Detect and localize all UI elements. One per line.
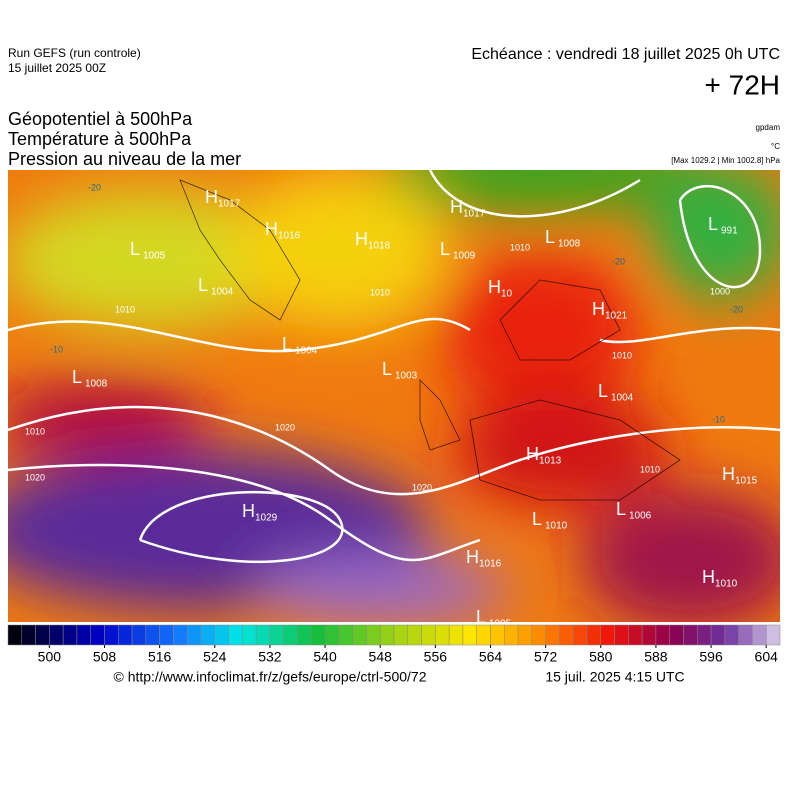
pressure-letter: L — [440, 239, 450, 259]
colorbar-tick-label: 548 — [369, 649, 393, 665]
isobar-label: 1020 — [275, 422, 295, 432]
title: Géopotentiel à 500hPa — [8, 109, 193, 129]
pressure-value: 1029 — [255, 513, 278, 524]
colorbar-tick-label: 540 — [313, 649, 337, 665]
temperature-label: -20 — [88, 182, 101, 192]
map — [8, 170, 780, 622]
lead-time: + 72H — [705, 69, 781, 100]
pressure-letter: H — [526, 444, 539, 464]
colorbar-tick-label: 572 — [534, 649, 558, 665]
pressure-value: 1003 — [395, 371, 418, 382]
unit: [Max 1029.2 | Min 1002.8] hPa — [671, 156, 780, 165]
isobar-label: 1010 — [115, 304, 135, 314]
source: © http://www.infoclimat.fr/z/gefs/europe… — [113, 669, 426, 685]
isobar-label: 1020 — [25, 472, 45, 482]
pressure-letter: H — [488, 277, 501, 297]
pressure-letter: L — [72, 367, 82, 387]
colorbar-tick-label: 532 — [258, 649, 282, 665]
pressure-letter: H — [592, 299, 605, 319]
pressure-value: 1018 — [368, 241, 391, 252]
pressure-value: 1016 — [479, 559, 502, 570]
generated: 15 juil. 2025 4:15 UTC — [545, 669, 684, 685]
colorbar-tick-label: 564 — [479, 649, 503, 665]
pressure-letter: H — [205, 187, 218, 207]
pressure-value: 1005 — [143, 251, 166, 262]
colorbar-tick-label: 596 — [699, 649, 723, 665]
pressure-value: 1008 — [85, 379, 108, 390]
isobar-label: 1020 — [412, 482, 432, 492]
pressure-letter: H — [450, 197, 463, 217]
unit: gpdam — [756, 123, 781, 132]
pressure-value: 1008 — [558, 239, 581, 250]
pressure-value: 1021 — [605, 311, 628, 322]
temperature-label: -20 — [612, 256, 625, 266]
isobar-label: 1010 — [640, 464, 660, 474]
isobar-label: 1010 — [510, 242, 530, 252]
title: Température à 500hPa — [8, 129, 192, 149]
pressure-letter: L — [598, 381, 608, 401]
isobar-label: 1000 — [710, 286, 730, 296]
pressure-letter: H — [466, 547, 479, 567]
pressure-value: 1005 — [489, 619, 512, 630]
isobar-label: 1010 — [612, 350, 632, 360]
pressure-letter: L — [382, 359, 392, 379]
pressure-value: 1017 — [218, 199, 241, 210]
pressure-letter: H — [355, 229, 368, 249]
pressure-value: 1004 — [295, 346, 318, 357]
pressure-value: 1015 — [735, 476, 758, 487]
pressure-value: 1016 — [278, 231, 301, 242]
pressure-letter: L — [545, 227, 555, 247]
pressure-letter: L — [130, 239, 140, 259]
pressure-value: 1017 — [463, 209, 486, 220]
isobar-label: 1010 — [25, 426, 45, 436]
pressure-letter: L — [532, 509, 542, 529]
colorbar-tick-label: 500 — [38, 649, 62, 665]
pressure-letter: L — [616, 499, 626, 519]
pressure-letter: H — [702, 567, 715, 587]
pressure-value: 1009 — [453, 251, 476, 262]
colorbar-tick-label: 524 — [203, 649, 227, 665]
temperature-label: -10 — [712, 414, 725, 424]
colorbar-tick-label: 580 — [589, 649, 613, 665]
colorbar-tick-label: 516 — [148, 649, 172, 665]
colorbar-tick-label: 588 — [644, 649, 668, 665]
unit: °C — [771, 142, 780, 151]
run: Run GEFS (run controle) — [8, 46, 141, 60]
pressure-letter: L — [198, 275, 208, 295]
pressure-letter: L — [708, 214, 718, 234]
colorbar-tick-label: 604 — [755, 649, 779, 665]
isobar-label: 1010 — [370, 287, 390, 297]
pressure-value: 1013 — [539, 456, 562, 467]
pressure-value: 991 — [721, 226, 738, 237]
colorbar-tick-label: 556 — [424, 649, 448, 665]
pressure-letter: L — [476, 607, 486, 627]
pressure-letter: H — [242, 501, 255, 521]
pressure-value: 1004 — [611, 393, 634, 404]
pressure-value: 1006 — [629, 511, 652, 522]
run-date: 15 juillet 2025 00Z — [8, 61, 106, 75]
temperature-label: -10 — [50, 344, 63, 354]
pressure-value: 1010 — [715, 579, 738, 590]
echeance: Echéance : vendredi 18 juillet 2025 0h U… — [471, 46, 780, 63]
pressure-letter: L — [282, 334, 292, 354]
colorbar-tick-label: 508 — [93, 649, 117, 665]
pressure-value: 10 — [501, 289, 513, 300]
pressure-value: 1010 — [545, 521, 568, 532]
temperature-label: -20 — [730, 304, 743, 314]
pressure-letter: H — [722, 464, 735, 484]
title: Pression au niveau de la mer — [8, 149, 241, 169]
pressure-value: 1004 — [211, 287, 234, 298]
pressure-letter: H — [265, 219, 278, 239]
